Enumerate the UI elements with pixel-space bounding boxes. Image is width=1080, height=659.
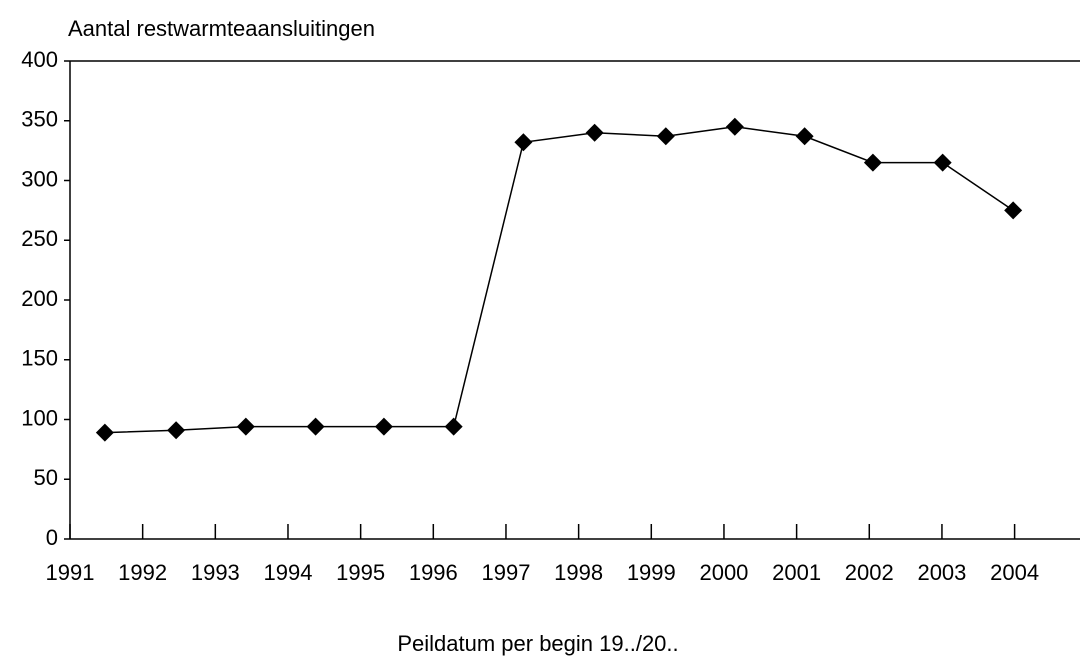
x-tick-label: 2003 bbox=[917, 560, 966, 585]
marker bbox=[374, 417, 393, 436]
marker bbox=[933, 153, 952, 172]
x-tick-label: 1993 bbox=[191, 560, 240, 585]
x-tick-label: 1994 bbox=[264, 560, 313, 585]
marker bbox=[514, 133, 533, 152]
y-tick-label: 150 bbox=[21, 346, 58, 371]
line bbox=[104, 125, 1014, 434]
y-tick-label: 200 bbox=[21, 286, 58, 311]
x-tick-label: 1997 bbox=[481, 560, 530, 585]
y-tick-label: 100 bbox=[21, 405, 58, 430]
x-tick-label: 1996 bbox=[409, 560, 458, 585]
x-tick-label: 2002 bbox=[845, 560, 894, 585]
marker bbox=[306, 417, 325, 436]
x-tick-label: 1995 bbox=[336, 560, 385, 585]
x-axis-label: Peildatum per begin 19../20.. bbox=[397, 631, 678, 656]
x-tick-label: 2001 bbox=[772, 560, 821, 585]
marker bbox=[863, 153, 882, 172]
x-tick-label: 1992 bbox=[118, 560, 167, 585]
y-tick-label: 0 bbox=[46, 525, 58, 550]
chart-title: Aantal restwarmteaansluitingen bbox=[68, 16, 375, 41]
marker bbox=[656, 127, 675, 146]
y-tick-label: 300 bbox=[21, 166, 58, 191]
y-tick-label: 350 bbox=[21, 107, 58, 132]
x-tick-label: 1998 bbox=[554, 560, 603, 585]
x-tick-label: 1991 bbox=[46, 560, 95, 585]
marker bbox=[167, 421, 186, 440]
marker bbox=[1004, 201, 1023, 220]
marker bbox=[236, 417, 255, 436]
marker bbox=[725, 117, 744, 136]
x-tick-label: 1999 bbox=[627, 560, 676, 585]
marker bbox=[444, 417, 463, 436]
y-tick-label: 50 bbox=[34, 465, 58, 490]
marker bbox=[795, 127, 814, 146]
plot-frame bbox=[69, 60, 1080, 540]
x-tick-label: 2004 bbox=[990, 560, 1039, 585]
marker bbox=[95, 423, 114, 442]
y-tick-label: 400 bbox=[21, 47, 58, 72]
y-tick-label: 250 bbox=[21, 226, 58, 251]
x-tick-label: 2000 bbox=[699, 560, 748, 585]
marker bbox=[585, 123, 604, 142]
